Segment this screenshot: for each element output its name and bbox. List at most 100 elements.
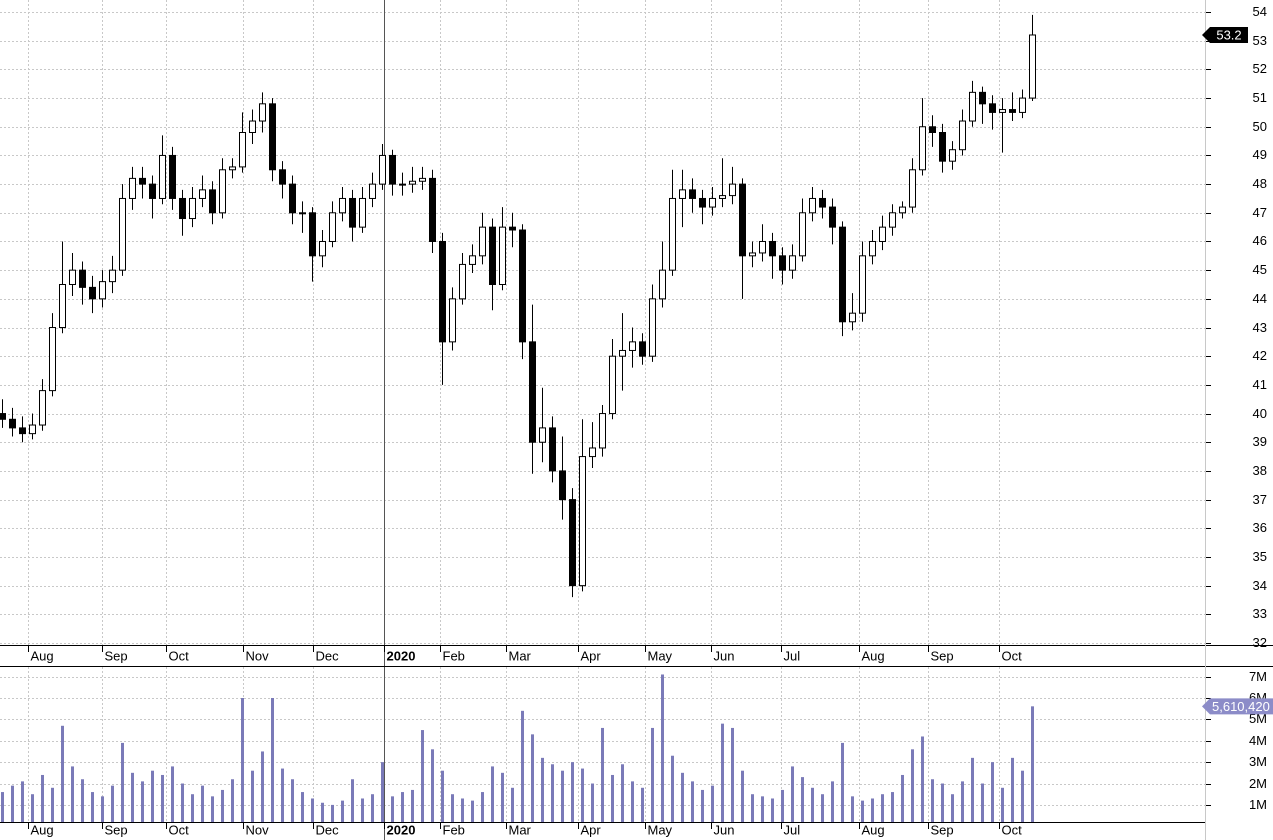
y-tick-label: 36 [1253,520,1267,535]
volume-bar [611,774,614,822]
marks [0,14,1036,822]
y-tick-label: 41 [1253,377,1267,392]
candle-body [569,499,576,587]
x-tick-label: May [648,648,673,663]
y-tick-label: 51 [1253,90,1267,105]
candle-body [749,252,756,257]
candle-body [159,154,166,199]
x-tick-label: Oct [1002,822,1023,837]
volume-bar [811,787,814,822]
candle-body [309,212,316,257]
volume-bar [1021,770,1024,822]
y2-tick-label: 2M [1249,776,1267,791]
candle-body [79,269,86,288]
candle-body [959,120,966,151]
volume-bar [911,749,914,822]
volume-bar [201,785,204,822]
candle-body [559,470,566,501]
volume-bar [601,727,604,822]
x-tick-label: Aug [31,822,54,837]
volume-bar [571,762,574,822]
candle-body [439,240,446,343]
volume-bar [121,742,124,822]
y-tick-label: 50 [1253,119,1267,134]
x-tick-label: 2020 [387,822,416,837]
y-tick-label: 37 [1253,492,1267,507]
volume-bar [841,742,844,822]
volume-bar [41,774,44,822]
volume-bar [511,787,514,822]
candle-body [369,183,376,199]
volume-bar [211,796,214,822]
volume-bar [651,727,654,822]
volume-bar [91,792,94,822]
x-tick-label: Jul [784,648,801,663]
volume-bar [981,783,984,822]
volume-bar [971,757,974,822]
candle-body [739,183,746,257]
x-tick-label: Feb [443,648,465,663]
candle-body [229,166,236,171]
volume-bar [961,781,964,822]
volume-bar [1001,787,1004,822]
x-tick-label: Jun [714,648,735,663]
volume-bar [921,736,924,822]
volume-bar [871,798,874,822]
candle-body [179,197,186,220]
volume-bar [941,783,944,822]
x-tick-label: Sep [105,822,128,837]
x-tick-label: Apr [581,822,602,837]
volume-bar [661,674,664,822]
x-tick-label: Sep [931,648,954,663]
candle-body [869,240,876,257]
x-tick-label: Oct [1002,648,1023,663]
y-tick-label: 38 [1253,463,1267,478]
volume-bar [381,762,384,822]
volume-bar [321,802,324,822]
candle-body [139,177,146,185]
candle-body [339,197,346,214]
volume-bar [821,794,824,822]
volume-bar [451,794,454,822]
candle-body [529,341,536,443]
volume-bar [591,783,594,822]
candle-body [169,154,176,199]
y-tick-label: 43 [1253,320,1267,335]
y-tick-label: 35 [1253,549,1267,564]
volume-bar [701,789,704,822]
candle-body [629,341,636,351]
x-tick-label: Nov [246,648,270,663]
candle-body [839,226,846,323]
volume-bar [491,766,494,822]
candle-body [279,169,286,185]
candle-body [239,131,246,168]
candle-body [409,180,416,185]
candle-body [549,427,556,472]
x-tick-label: Jul [784,822,801,837]
volume-bar [341,800,344,822]
volume-bar [741,770,744,822]
volume-bar [671,755,674,822]
candle-body [349,197,356,228]
y-tick-label: 49 [1253,147,1267,162]
candle-body [209,189,216,214]
candle-body [359,197,366,228]
volume-bar [751,794,754,822]
y-tick-label: 32 [1253,635,1267,650]
volume-bar [851,796,854,822]
volume-bar [411,789,414,822]
candle-body [579,456,586,587]
volume-bar [221,789,224,822]
candle-body [489,226,496,285]
x-tick-label: Apr [581,648,602,663]
candle-body [379,154,386,185]
y-tick-label: 44 [1253,291,1267,306]
volume-bar [291,779,294,822]
volume-bar [931,779,934,822]
candle-body [129,177,136,199]
candle-body [19,427,26,435]
candle-body [89,286,96,300]
